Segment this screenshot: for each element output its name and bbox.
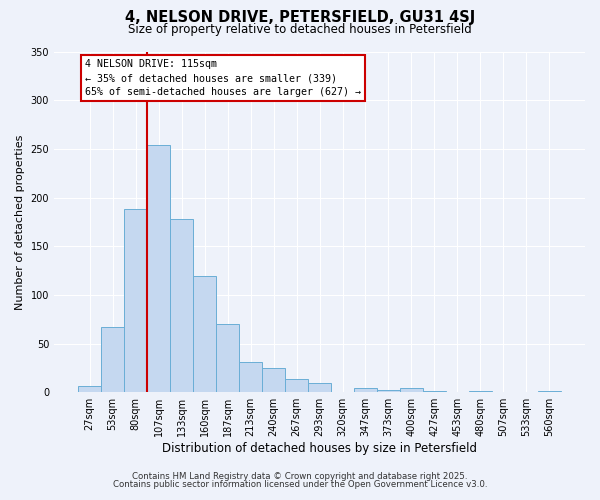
Bar xyxy=(423,391,446,392)
Bar xyxy=(538,391,561,392)
Text: Size of property relative to detached houses in Petersfield: Size of property relative to detached ho… xyxy=(128,22,472,36)
Text: 4, NELSON DRIVE, PETERSFIELD, GU31 4SJ: 4, NELSON DRIVE, PETERSFIELD, GU31 4SJ xyxy=(125,10,475,25)
Bar xyxy=(78,386,101,392)
Bar xyxy=(101,327,124,392)
Y-axis label: Number of detached properties: Number of detached properties xyxy=(15,134,25,310)
Bar xyxy=(377,390,400,392)
Bar xyxy=(354,388,377,392)
Bar xyxy=(124,209,147,392)
Bar xyxy=(285,378,308,392)
Bar xyxy=(147,145,170,392)
Bar xyxy=(308,384,331,392)
Bar xyxy=(239,362,262,392)
Bar xyxy=(216,324,239,392)
Bar xyxy=(262,368,285,392)
Bar xyxy=(170,219,193,392)
Text: Contains HM Land Registry data © Crown copyright and database right 2025.: Contains HM Land Registry data © Crown c… xyxy=(132,472,468,481)
Bar xyxy=(469,391,492,392)
Text: Contains public sector information licensed under the Open Government Licence v3: Contains public sector information licen… xyxy=(113,480,487,489)
Text: 4 NELSON DRIVE: 115sqm
← 35% of detached houses are smaller (339)
65% of semi-de: 4 NELSON DRIVE: 115sqm ← 35% of detached… xyxy=(85,60,361,98)
X-axis label: Distribution of detached houses by size in Petersfield: Distribution of detached houses by size … xyxy=(162,442,477,455)
Bar xyxy=(400,388,423,392)
Bar xyxy=(193,276,216,392)
